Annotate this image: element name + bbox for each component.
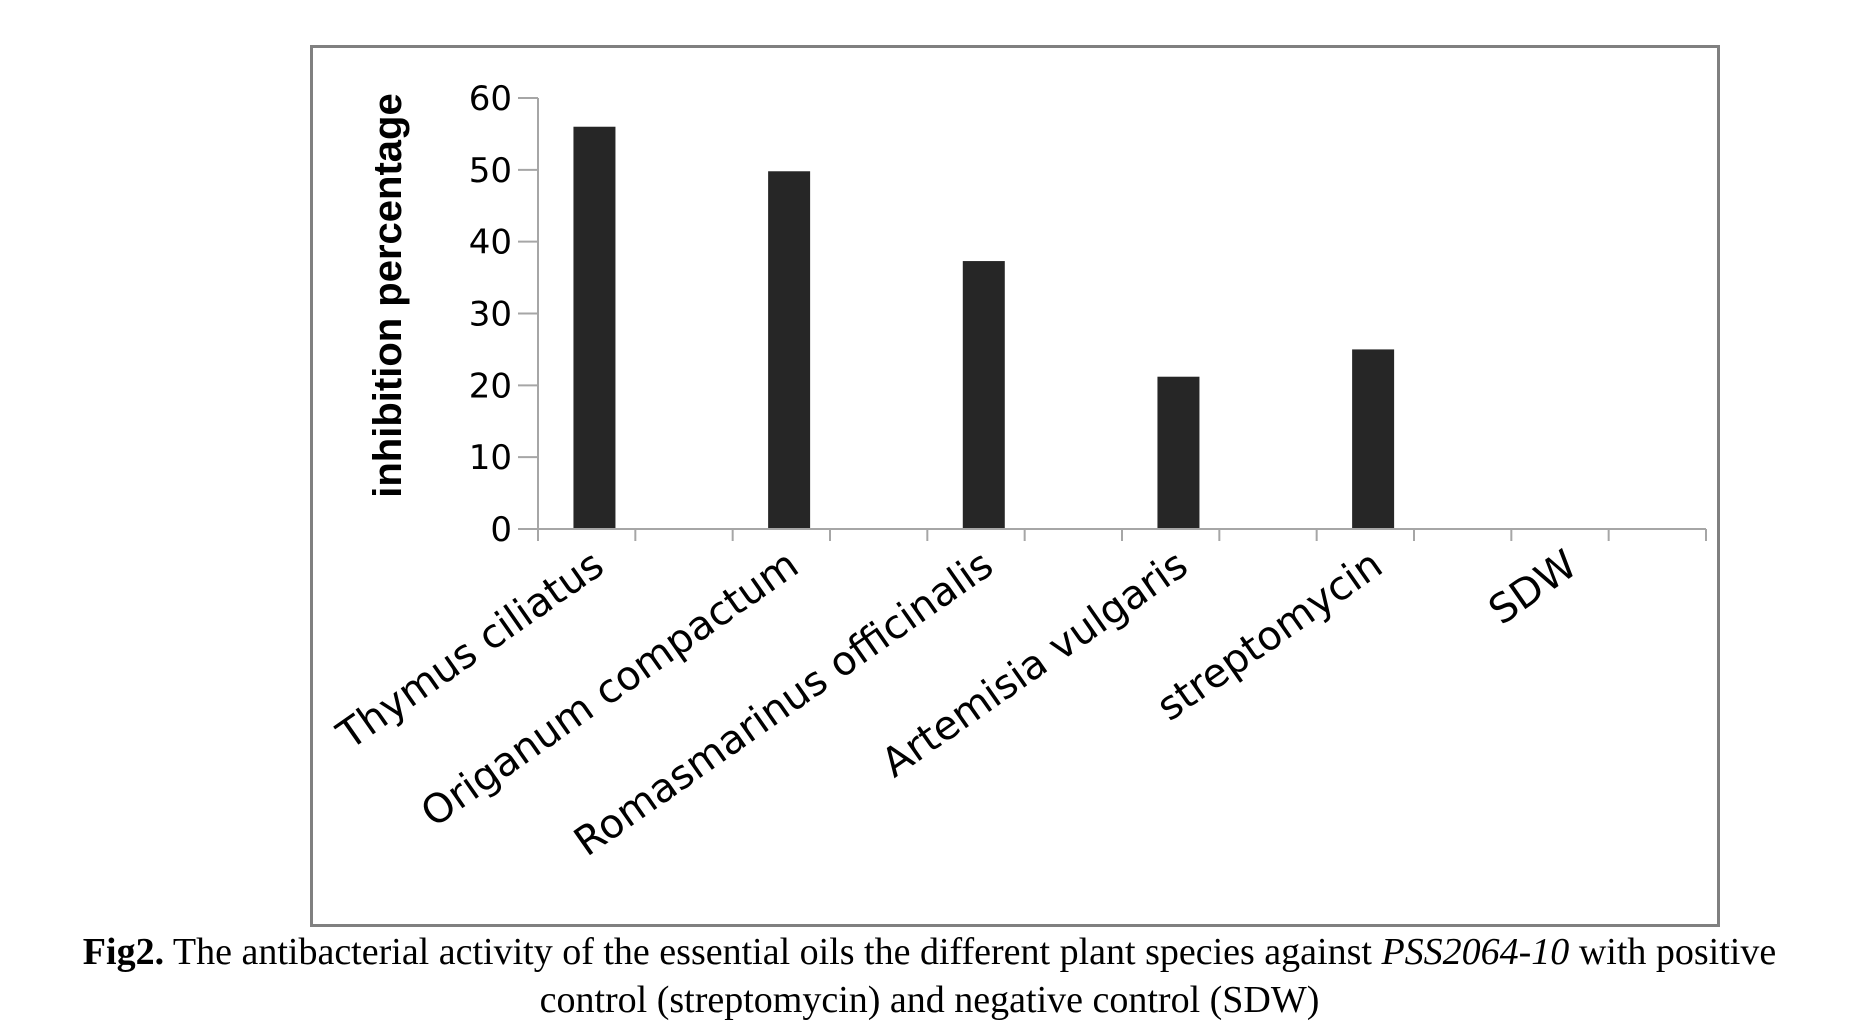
y-tick-label: 0: [490, 510, 512, 550]
caption-line-2: control (streptomycin) and negative cont…: [539, 979, 1320, 1021]
caption-text-after: with positive: [1569, 931, 1777, 973]
figure-caption: Fig2. The antibacterial activity of the …: [0, 928, 1859, 1024]
y-tick-label: 20: [469, 366, 512, 406]
bar: [962, 261, 1005, 529]
bar: [1352, 349, 1395, 529]
y-tick-label: 60: [469, 79, 512, 119]
y-tick-label: 30: [469, 295, 512, 335]
y-tick-label: 10: [469, 438, 512, 478]
bars: [573, 126, 1395, 529]
y-tick-label: 50: [469, 151, 512, 191]
x-axis-ticks: [537, 529, 1707, 541]
caption-italic-strain: PSS2064-10: [1381, 931, 1570, 973]
caption-figure-label: Fig2.: [82, 931, 165, 973]
y-axis-ticks: 0 10 20 30 40 50 60: [469, 79, 538, 550]
category-label: Origanum compactum: [413, 542, 807, 837]
bar: [1157, 376, 1200, 529]
bar: [768, 171, 811, 529]
y-axis-title: inhibition percentage: [366, 93, 410, 497]
bar: [573, 126, 616, 529]
y-tick-label: 40: [469, 223, 512, 263]
category-label: SDW: [1481, 542, 1586, 635]
caption-text-before: The antibacterial activity of the essent…: [164, 931, 1382, 973]
caption-line-1: Fig2. The antibacterial activity of the …: [0, 928, 1859, 976]
chart-frame: [310, 45, 1720, 927]
